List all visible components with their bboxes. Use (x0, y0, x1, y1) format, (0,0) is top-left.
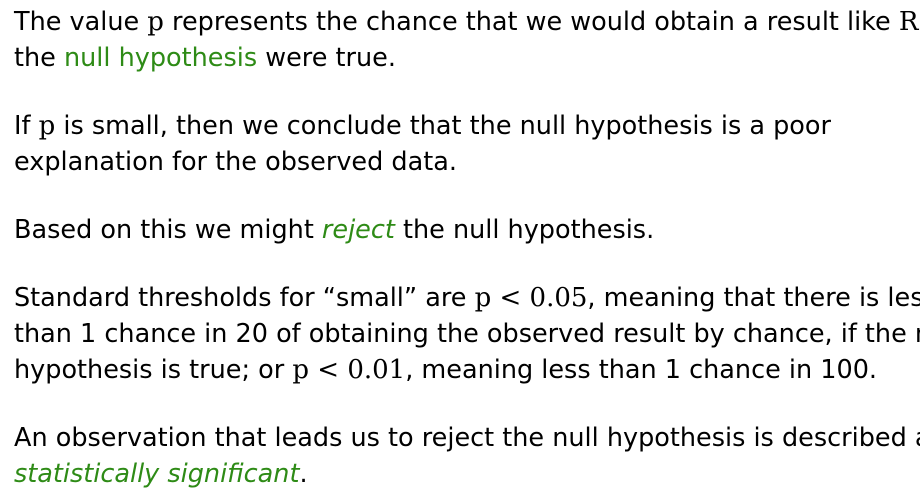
text: Based on this we might (14, 215, 322, 245)
text: the null hypothesis. (394, 215, 655, 245)
line: the null hypothesis were true. (14, 40, 920, 76)
math-r: R (898, 7, 919, 37)
text: , meaning less than 1 chance in 100. (405, 355, 878, 385)
line: than 1 chance in 20 of obtaining the obs… (14, 319, 920, 349)
line: If p is small, then we conclude that the… (14, 108, 920, 144)
text: were true. (257, 43, 396, 73)
text: The value (14, 7, 148, 37)
term-statistically-significant: statistically significant (14, 459, 300, 489)
line: hypothesis is true; or p < 0.01, meaning… (14, 352, 920, 388)
term-null-hypothesis: null hypothesis (63, 43, 258, 73)
line: The value p represents the chance that w… (14, 4, 920, 40)
text: . (299, 459, 308, 489)
line: An observation that leads us to reject t… (14, 423, 920, 453)
term-reject: reject (321, 215, 395, 245)
text: hypothesis is true; or (14, 355, 293, 385)
paragraph-significance: An observation that leads us to reject t… (14, 420, 920, 492)
text: Standard thresholds for “small” are (14, 283, 475, 313)
paragraph-p-value-definition: The value p represents the chance that w… (14, 4, 920, 76)
line: statistically significant. (14, 456, 920, 492)
paragraph-reject: Based on this we might reject the null h… (14, 212, 920, 248)
text: the (14, 43, 64, 73)
paragraph-small-p: If p is small, then we conclude that the… (14, 108, 920, 180)
math-p: p (38, 111, 56, 141)
line: explanation for the observed data. (14, 147, 457, 177)
line: Based on this we might reject the null h… (14, 212, 920, 248)
line: Standard thresholds for “small” are p < … (14, 280, 920, 316)
math-p: p (147, 7, 164, 37)
text: , meaning that there is less (587, 283, 920, 313)
paragraph-thresholds: Standard thresholds for “small” are p < … (14, 280, 920, 388)
text: represents the chance that we would obta… (163, 7, 899, 37)
text: If (14, 111, 39, 141)
text: is small, then we conclude that the null… (55, 111, 831, 141)
math-threshold-005: p < 0.05 (474, 283, 588, 313)
math-threshold-001: p < 0.01 (292, 355, 406, 385)
